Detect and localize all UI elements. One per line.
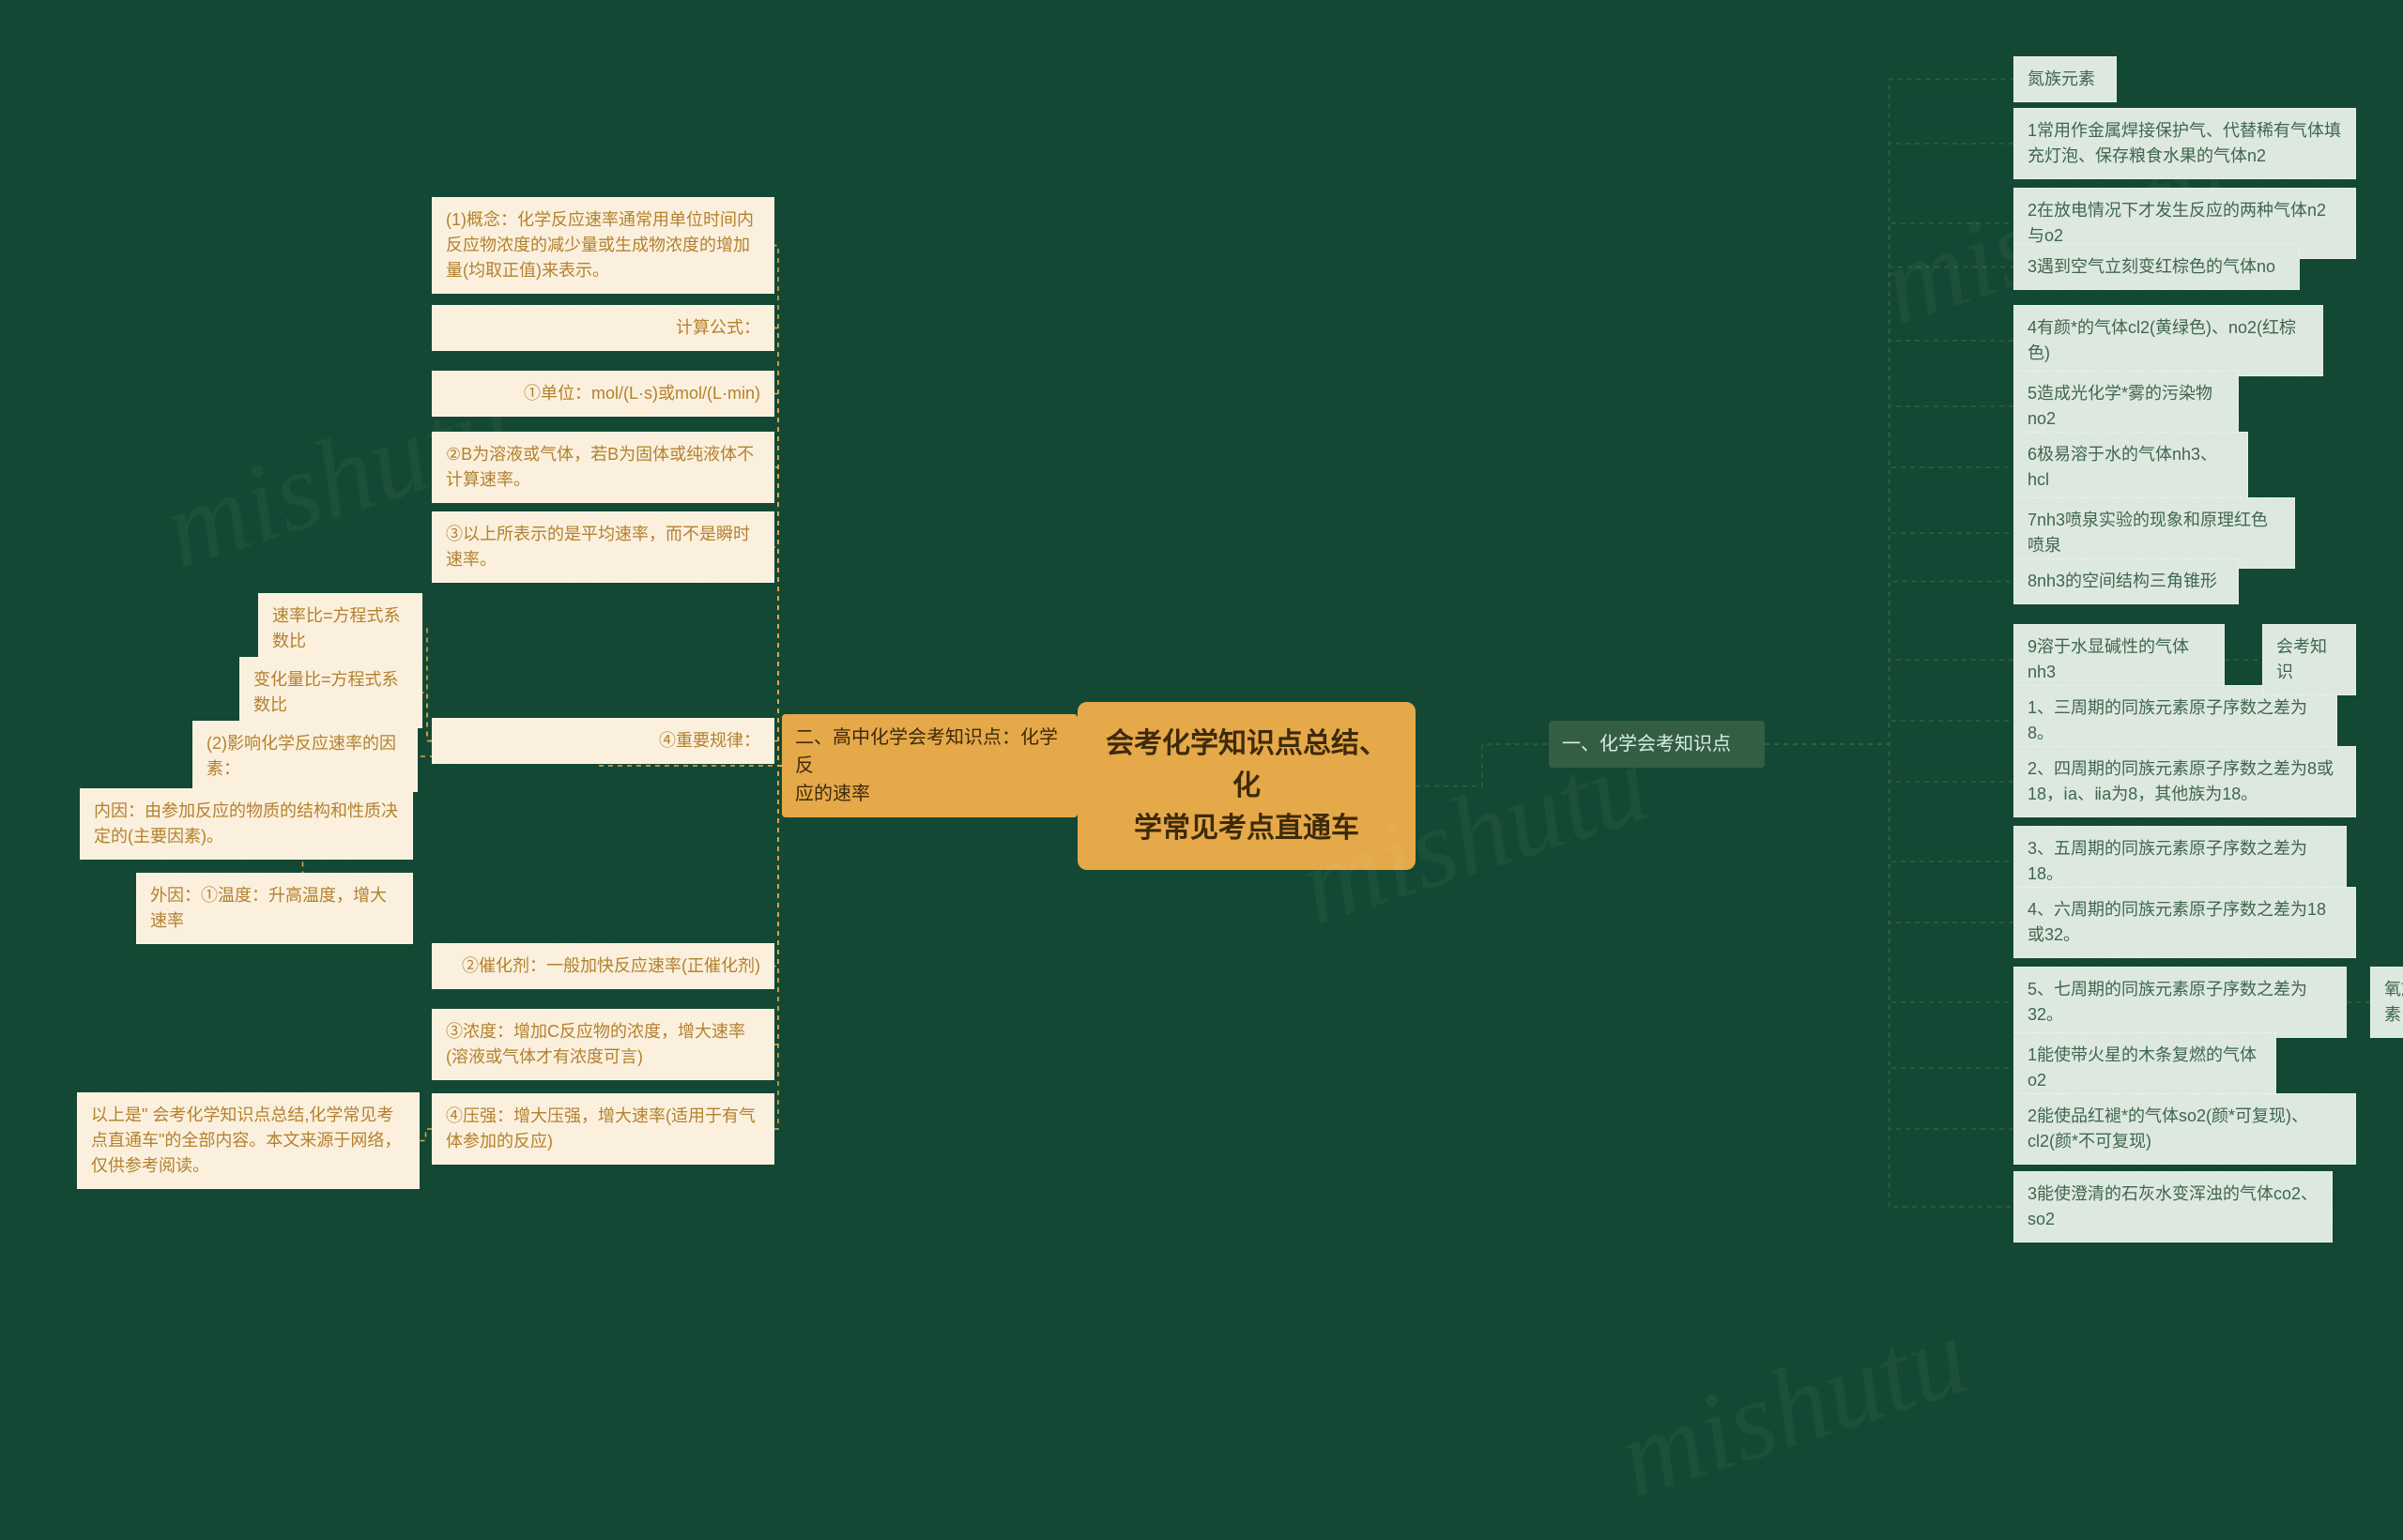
watermark: mishutu: [1603, 1290, 1982, 1524]
leaf-r1: 1常用作金属焊接保护气、代替稀有气体填充灯泡、保存粮食水果的气体n2: [2013, 108, 2356, 179]
leaf-r6: 6极易溶于水的气体nh3、hcl: [2013, 432, 2248, 503]
leaf-l4: ②B为溶液或气体，若B为固体或纯液体不计算速率。: [432, 432, 774, 503]
leaf-l6: ④重要规律：: [432, 718, 774, 764]
leaf-l10: ④压强：增大压强，增大速率(适用于有气体参加的反应): [432, 1093, 774, 1165]
branch-b_left: 二、高中化学会考知识点：化学反应的速率: [782, 714, 1078, 817]
leaf-r11: 2、四周期的同族元素原子序数之差为8或18，ⅰa、ⅱa为8，其他族为18。: [2013, 746, 2356, 817]
leaf-l9: ③浓度：增加C反应物的浓度，增大速率(溶液或气体才有浓度可言): [432, 1009, 774, 1080]
leaf-l10s: 以上是" 会考化学知识点总结,化学常见考点直通车"的全部内容。本文来源于网络，仅…: [77, 1092, 420, 1189]
leaf-l8: ②催化剂：一般加快反应速率(正催化剂): [432, 943, 774, 989]
leaf-r9s: 会考知识: [2262, 624, 2356, 695]
leaf-r16: 2能使品红褪*的气体so2(颜*可复现)、cl2(颜*不可复现): [2013, 1093, 2356, 1165]
leaf-l6a: 速率比=方程式系数比: [258, 593, 422, 664]
leaf-l6b: 变化量比=方程式系数比: [239, 657, 422, 728]
branch-b_right: 一、化学会考知识点: [1549, 721, 1765, 768]
leaf-l2: 计算公式：: [432, 305, 774, 351]
leaf-l7b: 外因：①温度：升高温度，增大速率: [136, 873, 413, 944]
leaf-r17: 3能使澄清的石灰水变浑浊的气体co2、so2: [2013, 1171, 2333, 1243]
leaf-r8: 8nh3的空间结构三角锥形: [2013, 558, 2239, 604]
leaf-r13: 4、六周期的同族元素原子序数之差为18或32。: [2013, 887, 2356, 958]
mindmap-center: 会考化学知识点总结、化学常见考点直通车: [1078, 702, 1416, 870]
leaf-r14: 5、七周期的同族元素原子序数之差为32。: [2013, 967, 2347, 1038]
leaf-l3: ①单位：mol/(L·s)或mol/(L·min): [432, 371, 774, 417]
leaf-l7: (2)影响化学反应速率的因素：: [192, 721, 418, 792]
leaf-r14s: 氧族元素: [2370, 967, 2403, 1038]
leaf-r0: 氮族元素: [2013, 56, 2117, 102]
leaf-r3: 3遇到空气立刻变红棕色的气体no: [2013, 244, 2300, 290]
leaf-l5: ③以上所表示的是平均速率，而不是瞬时速率。: [432, 511, 774, 583]
leaf-l7a: 内因：由参加反应的物质的结构和性质决定的(主要因素)。: [80, 788, 413, 860]
leaf-l1: (1)概念：化学反应速率通常用单位时间内反应物浓度的减少量或生成物浓度的增加量(…: [432, 197, 774, 294]
leaf-r4: 4有颜*的气体cl2(黄绿色)、no2(红棕色): [2013, 305, 2323, 376]
